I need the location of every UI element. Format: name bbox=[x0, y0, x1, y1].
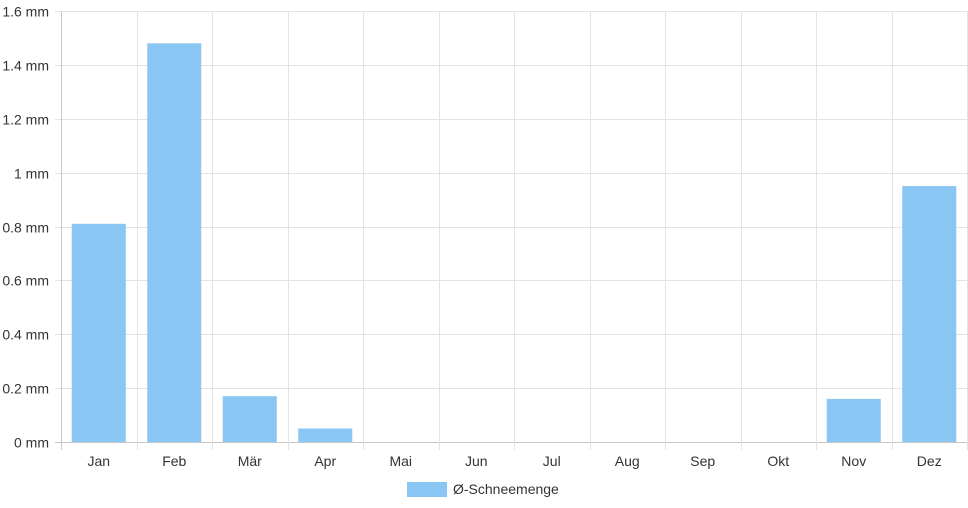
x-tick-label: Nov bbox=[841, 453, 866, 469]
bar-series bbox=[71, 43, 957, 442]
axes: 0 mm 0.2 mm 0.4 mm 0.6 mm 0.8 mm 1 mm 1.2 mm 1.… bbox=[2, 4, 941, 470]
x-tick-label: Mai bbox=[389, 453, 412, 469]
x-tick-label: Jan bbox=[87, 453, 110, 469]
y-tick-label: 1 mm bbox=[14, 166, 49, 182]
legend-label[interactable]: Ø-Schneemenge bbox=[453, 481, 559, 497]
bar-apr[interactable] bbox=[298, 428, 353, 442]
bar-jan[interactable] bbox=[71, 223, 126, 442]
y-tick-label: 1.4 mm bbox=[2, 58, 49, 74]
x-tick-label: Feb bbox=[162, 453, 186, 469]
bar-nov[interactable] bbox=[826, 398, 881, 442]
x-tick-label: Jul bbox=[543, 453, 561, 469]
bar-feb[interactable] bbox=[147, 43, 202, 442]
x-tick-label: Dez bbox=[917, 453, 942, 469]
y-tick-label: 0.6 mm bbox=[2, 273, 49, 289]
y-tick-label: 0.4 mm bbox=[2, 327, 49, 343]
legend[interactable]: Ø-Schneemenge bbox=[407, 481, 559, 497]
x-tick-label: Jun bbox=[465, 453, 488, 469]
bar-mär[interactable] bbox=[222, 396, 277, 442]
x-tick-label: Sep bbox=[690, 453, 715, 469]
y-tick-label: 1.2 mm bbox=[2, 112, 49, 128]
x-tick-label: Mär bbox=[238, 453, 262, 469]
y-tick-label: 0.2 mm bbox=[2, 381, 49, 397]
legend-swatch[interactable] bbox=[407, 482, 447, 497]
x-tick-label: Aug bbox=[615, 453, 640, 469]
y-tick-label: 0 mm bbox=[14, 435, 49, 451]
y-tick-label: 0.8 mm bbox=[2, 220, 49, 236]
x-tick-label: Okt bbox=[767, 453, 789, 469]
y-tick-label: 1.6 mm bbox=[2, 4, 49, 20]
x-tick-label: Apr bbox=[314, 453, 336, 469]
bar-dez[interactable] bbox=[902, 186, 957, 442]
